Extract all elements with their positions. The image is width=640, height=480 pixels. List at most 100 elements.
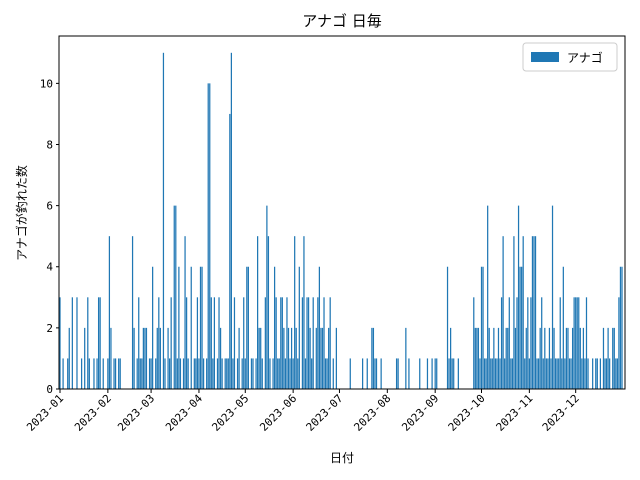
bar bbox=[554, 358, 557, 389]
bar bbox=[87, 297, 89, 389]
bar bbox=[241, 358, 243, 389]
bar bbox=[243, 297, 245, 389]
bar bbox=[476, 327, 478, 389]
bar bbox=[315, 327, 317, 389]
bar bbox=[613, 327, 615, 389]
bar bbox=[335, 327, 337, 389]
bar bbox=[286, 297, 288, 389]
bar bbox=[616, 358, 618, 389]
bar bbox=[519, 266, 521, 389]
bar bbox=[571, 327, 574, 389]
bar bbox=[210, 297, 212, 389]
bar bbox=[136, 358, 138, 389]
bar bbox=[531, 236, 534, 389]
bar bbox=[164, 358, 166, 389]
bar bbox=[534, 236, 537, 389]
bar bbox=[581, 358, 583, 389]
bar bbox=[207, 83, 209, 390]
bar bbox=[277, 358, 279, 389]
bar bbox=[67, 358, 69, 389]
bar bbox=[561, 358, 563, 389]
bar bbox=[541, 297, 543, 389]
bar bbox=[62, 358, 64, 389]
bar bbox=[312, 297, 314, 389]
bar bbox=[275, 297, 277, 389]
bar bbox=[193, 358, 195, 389]
bar bbox=[159, 327, 161, 389]
bar bbox=[550, 358, 552, 389]
bar bbox=[332, 358, 334, 389]
bar bbox=[419, 358, 421, 389]
bar bbox=[525, 327, 527, 389]
bar bbox=[320, 327, 322, 389]
bar bbox=[131, 236, 134, 389]
bar bbox=[524, 358, 526, 389]
bar bbox=[479, 358, 481, 389]
y-axis-label: アナゴが釣れた数 bbox=[14, 165, 29, 261]
bar bbox=[221, 358, 223, 389]
bar bbox=[604, 358, 606, 389]
bar bbox=[366, 358, 368, 389]
bar bbox=[431, 358, 433, 389]
bar bbox=[266, 205, 268, 389]
bar bbox=[59, 297, 61, 389]
bar bbox=[108, 236, 111, 389]
bar bbox=[595, 358, 597, 389]
bar bbox=[488, 327, 490, 389]
bar bbox=[564, 358, 566, 389]
bar bbox=[156, 327, 158, 389]
bar bbox=[264, 297, 266, 389]
bar bbox=[372, 327, 375, 389]
bar bbox=[539, 327, 541, 389]
bar bbox=[527, 297, 529, 389]
bar bbox=[496, 358, 498, 389]
bar bbox=[289, 358, 291, 389]
bar bbox=[508, 297, 510, 389]
bar bbox=[562, 266, 564, 389]
bar bbox=[102, 358, 104, 389]
bar bbox=[301, 297, 304, 389]
bar bbox=[304, 358, 307, 389]
bar bbox=[138, 297, 140, 389]
bar bbox=[198, 358, 200, 389]
bar bbox=[158, 297, 160, 389]
bar bbox=[216, 358, 219, 389]
bar bbox=[584, 358, 586, 389]
bar bbox=[141, 358, 143, 389]
bar bbox=[195, 358, 197, 389]
bar bbox=[533, 236, 535, 389]
bar bbox=[361, 358, 364, 389]
bar bbox=[179, 358, 182, 389]
bar bbox=[110, 327, 112, 389]
bar bbox=[542, 358, 544, 389]
bar bbox=[395, 358, 398, 389]
bar bbox=[306, 297, 308, 389]
bar bbox=[556, 358, 558, 389]
bar bbox=[592, 358, 594, 389]
bar bbox=[329, 297, 331, 389]
bar bbox=[457, 358, 459, 389]
bar bbox=[480, 266, 483, 389]
bar bbox=[119, 358, 121, 389]
y-tick-label: 4 bbox=[46, 261, 53, 274]
bar bbox=[536, 358, 538, 389]
bar bbox=[190, 266, 192, 389]
bar bbox=[538, 358, 540, 389]
bar bbox=[517, 205, 520, 389]
bar bbox=[497, 327, 500, 389]
bar bbox=[283, 327, 285, 389]
y-tick-label: 2 bbox=[46, 322, 53, 335]
bar bbox=[582, 327, 585, 389]
bar bbox=[278, 358, 280, 389]
bar bbox=[596, 358, 598, 389]
bar bbox=[280, 297, 282, 389]
bar bbox=[318, 266, 321, 389]
bar bbox=[196, 297, 199, 389]
bar bbox=[169, 358, 171, 389]
bar bbox=[585, 297, 588, 389]
bar bbox=[247, 266, 249, 389]
bar bbox=[599, 358, 602, 389]
bar bbox=[570, 358, 572, 389]
bar bbox=[510, 358, 512, 389]
